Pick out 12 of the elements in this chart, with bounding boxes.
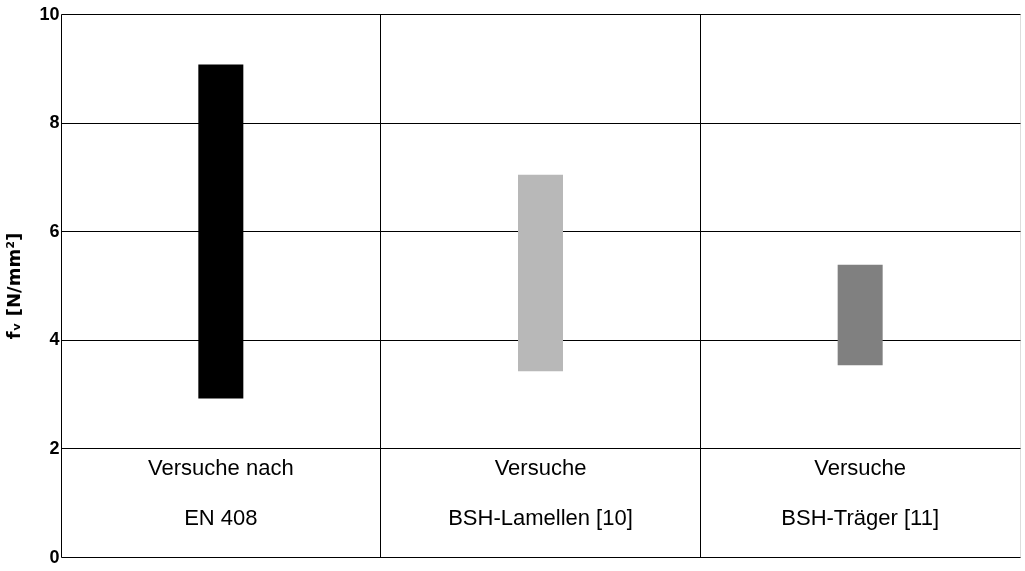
bar [837,264,883,366]
y-tick-label: 2 [49,437,60,458]
x-tick-label: Versuche nach EN 408 [148,454,294,530]
x-tick-label: Versuche BSH-Träger [11] [781,454,940,530]
x-tick-label: Versuche BSH-Lamellen [10] [448,454,633,530]
y-tick-label: 8 [49,112,60,133]
y-tick-label: 10 [39,3,60,24]
y-tick-label: 0 [49,546,60,567]
y-axis-title: fᵥ [N/mm²] [3,232,25,340]
bar [518,174,563,372]
y-tick-label: 6 [49,220,60,241]
y-tick-label: 4 [49,329,60,350]
